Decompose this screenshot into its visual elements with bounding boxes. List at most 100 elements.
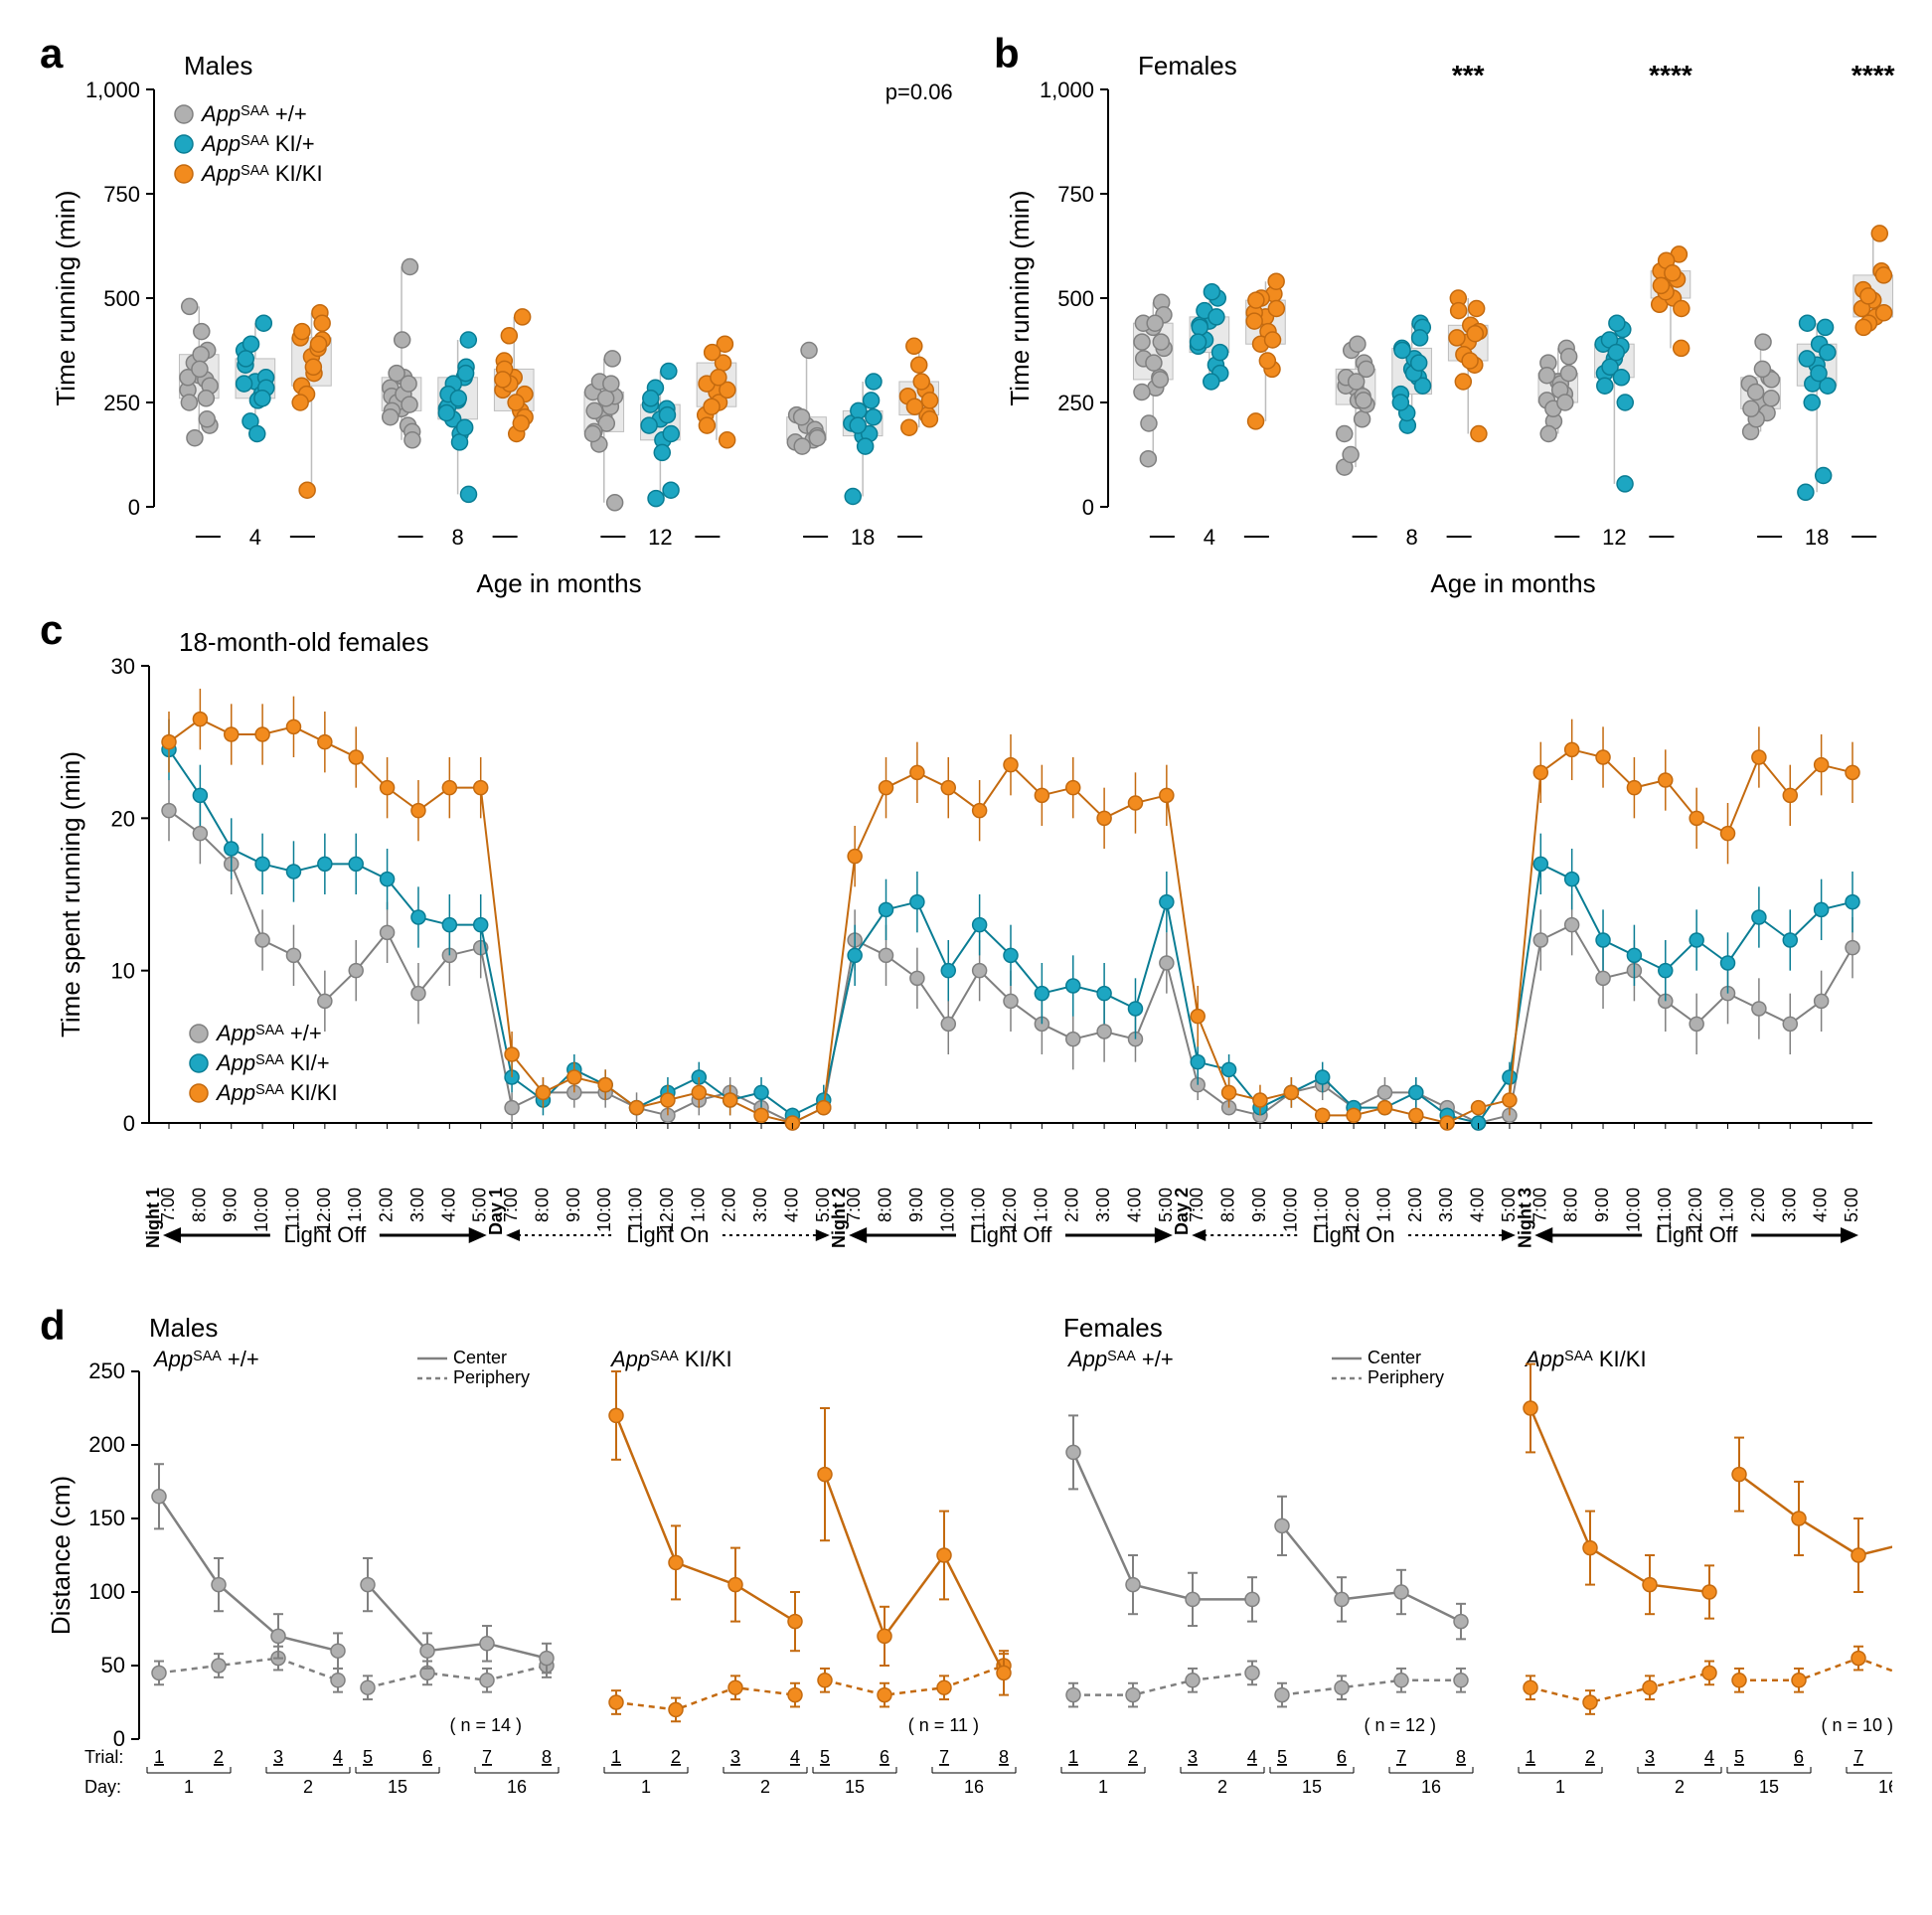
svg-text:12: 12	[648, 525, 672, 550]
svg-text:1: 1	[154, 1747, 164, 1767]
svg-text:18: 18	[1805, 525, 1829, 550]
svg-text:10: 10	[111, 959, 135, 984]
svg-text:1: 1	[1098, 1777, 1108, 1797]
svg-text:5:00: 5:00	[1842, 1188, 1861, 1222]
svg-text:( n = 12 ): ( n = 12 )	[1364, 1715, 1436, 1735]
svg-text:1: 1	[1555, 1777, 1565, 1797]
panel-d-letter: d	[40, 1302, 66, 1350]
svg-text:3:00: 3:00	[750, 1188, 770, 1222]
svg-text:AppSAA KI/KI: AppSAA KI/KI	[609, 1347, 732, 1371]
svg-text:0: 0	[128, 495, 140, 520]
svg-text:Time running (min): Time running (min)	[1005, 190, 1035, 405]
svg-text:250: 250	[103, 391, 140, 415]
svg-text:4: 4	[790, 1747, 800, 1767]
svg-text:AppSAA +/+: AppSAA +/+	[152, 1347, 259, 1371]
svg-text:16: 16	[1421, 1777, 1441, 1797]
svg-text:2:00: 2:00	[720, 1188, 739, 1222]
svg-text:5: 5	[1734, 1747, 1744, 1767]
svg-text:AppSAA KI/+: AppSAA KI/+	[215, 1050, 330, 1075]
svg-text:2: 2	[760, 1777, 770, 1797]
panel-c: c 0102030Time spent running (min)18-mont…	[40, 606, 1892, 1302]
svg-text:1:00: 1:00	[1717, 1188, 1737, 1222]
svg-text:9:00: 9:00	[564, 1188, 583, 1222]
svg-text:Day 2: Day 2	[1172, 1188, 1192, 1235]
panel-c-letter: c	[40, 606, 63, 654]
svg-text:8:00: 8:00	[532, 1188, 552, 1222]
svg-text:Night 3: Night 3	[1515, 1188, 1534, 1248]
svg-text:Center: Center	[1368, 1348, 1421, 1367]
svg-text:5: 5	[820, 1747, 830, 1767]
svg-text:8: 8	[452, 525, 464, 550]
svg-text:8:00: 8:00	[876, 1188, 895, 1222]
svg-text:Males: Males	[149, 1313, 218, 1343]
svg-text:6: 6	[422, 1747, 432, 1767]
svg-text:3:00: 3:00	[407, 1188, 427, 1222]
svg-text:1: 1	[1068, 1747, 1078, 1767]
svg-text:4: 4	[1247, 1747, 1257, 1767]
svg-text:Periphery: Periphery	[1368, 1367, 1444, 1387]
svg-text:4:00: 4:00	[1124, 1188, 1144, 1222]
svg-text:Age in months: Age in months	[476, 568, 641, 598]
svg-text:15: 15	[1302, 1777, 1322, 1797]
svg-text:750: 750	[1057, 182, 1094, 207]
svg-text:1:00: 1:00	[345, 1188, 365, 1222]
svg-text:4: 4	[1204, 525, 1215, 550]
svg-text:16: 16	[507, 1777, 527, 1797]
svg-text:1:00: 1:00	[1373, 1188, 1393, 1222]
svg-text:Light On: Light On	[1312, 1222, 1394, 1247]
svg-text:9:00: 9:00	[1249, 1188, 1269, 1222]
svg-text:8: 8	[999, 1747, 1009, 1767]
svg-text:( n = 11 ): ( n = 11 )	[908, 1715, 979, 1735]
svg-text:3:00: 3:00	[1436, 1188, 1456, 1222]
svg-text:2:00: 2:00	[377, 1188, 397, 1222]
svg-text:Females: Females	[1138, 51, 1237, 80]
svg-text:5: 5	[1277, 1747, 1287, 1767]
svg-text:16: 16	[1878, 1777, 1892, 1797]
svg-text:9:00: 9:00	[906, 1188, 926, 1222]
svg-text:AppSAA KI/KI: AppSAA KI/KI	[1524, 1347, 1647, 1371]
svg-text:7: 7	[939, 1747, 949, 1767]
svg-text:Light On: Light On	[626, 1222, 709, 1247]
svg-text:2: 2	[671, 1747, 681, 1767]
svg-text:AppSAA KI/KI: AppSAA KI/KI	[215, 1080, 338, 1105]
svg-text:15: 15	[388, 1777, 407, 1797]
svg-text:1:00: 1:00	[688, 1188, 708, 1222]
svg-text:3: 3	[273, 1747, 283, 1767]
svg-text:18: 18	[851, 525, 875, 550]
svg-text:Day:: Day:	[84, 1777, 121, 1797]
svg-text:Light Off: Light Off	[283, 1222, 367, 1247]
svg-text:8:00: 8:00	[189, 1188, 209, 1222]
svg-text:Center: Center	[453, 1348, 507, 1367]
svg-text:( n = 14 ): ( n = 14 )	[449, 1715, 522, 1735]
svg-text:1: 1	[184, 1777, 194, 1797]
svg-text:****: ****	[1649, 60, 1692, 90]
svg-text:AppSAA KI/KI: AppSAA KI/KI	[200, 161, 323, 186]
panel-a: a 02505007501,000Time running (min)Age i…	[40, 30, 994, 606]
svg-text:Day 1: Day 1	[486, 1188, 506, 1235]
svg-text:8: 8	[1456, 1747, 1466, 1767]
svg-text:( n = 10 ): ( n = 10 )	[1821, 1715, 1892, 1735]
svg-text:2: 2	[1585, 1747, 1595, 1767]
svg-text:6: 6	[1337, 1747, 1347, 1767]
svg-text:AppSAA +/+: AppSAA +/+	[200, 101, 307, 126]
svg-text:3:00: 3:00	[1779, 1188, 1799, 1222]
svg-text:10:00: 10:00	[251, 1188, 271, 1232]
svg-text:3: 3	[730, 1747, 740, 1767]
svg-text:10:00: 10:00	[937, 1188, 957, 1232]
svg-text:2: 2	[1217, 1777, 1227, 1797]
svg-text:1: 1	[641, 1777, 651, 1797]
svg-text:1: 1	[1526, 1747, 1535, 1767]
svg-text:7: 7	[1396, 1747, 1406, 1767]
svg-text:Age in months: Age in months	[1430, 568, 1595, 598]
svg-text:Time spent running (min): Time spent running (min)	[56, 751, 85, 1037]
panel-a-letter: a	[40, 30, 63, 78]
svg-text:4: 4	[249, 525, 261, 550]
svg-text:1: 1	[611, 1747, 621, 1767]
svg-text:4:00: 4:00	[1811, 1188, 1831, 1222]
svg-text:3: 3	[1188, 1747, 1198, 1767]
svg-text:500: 500	[1057, 286, 1094, 311]
svg-text:6: 6	[1794, 1747, 1804, 1767]
svg-text:4: 4	[1704, 1747, 1714, 1767]
svg-text:9:00: 9:00	[221, 1188, 241, 1222]
svg-text:Time running (min): Time running (min)	[51, 190, 80, 405]
